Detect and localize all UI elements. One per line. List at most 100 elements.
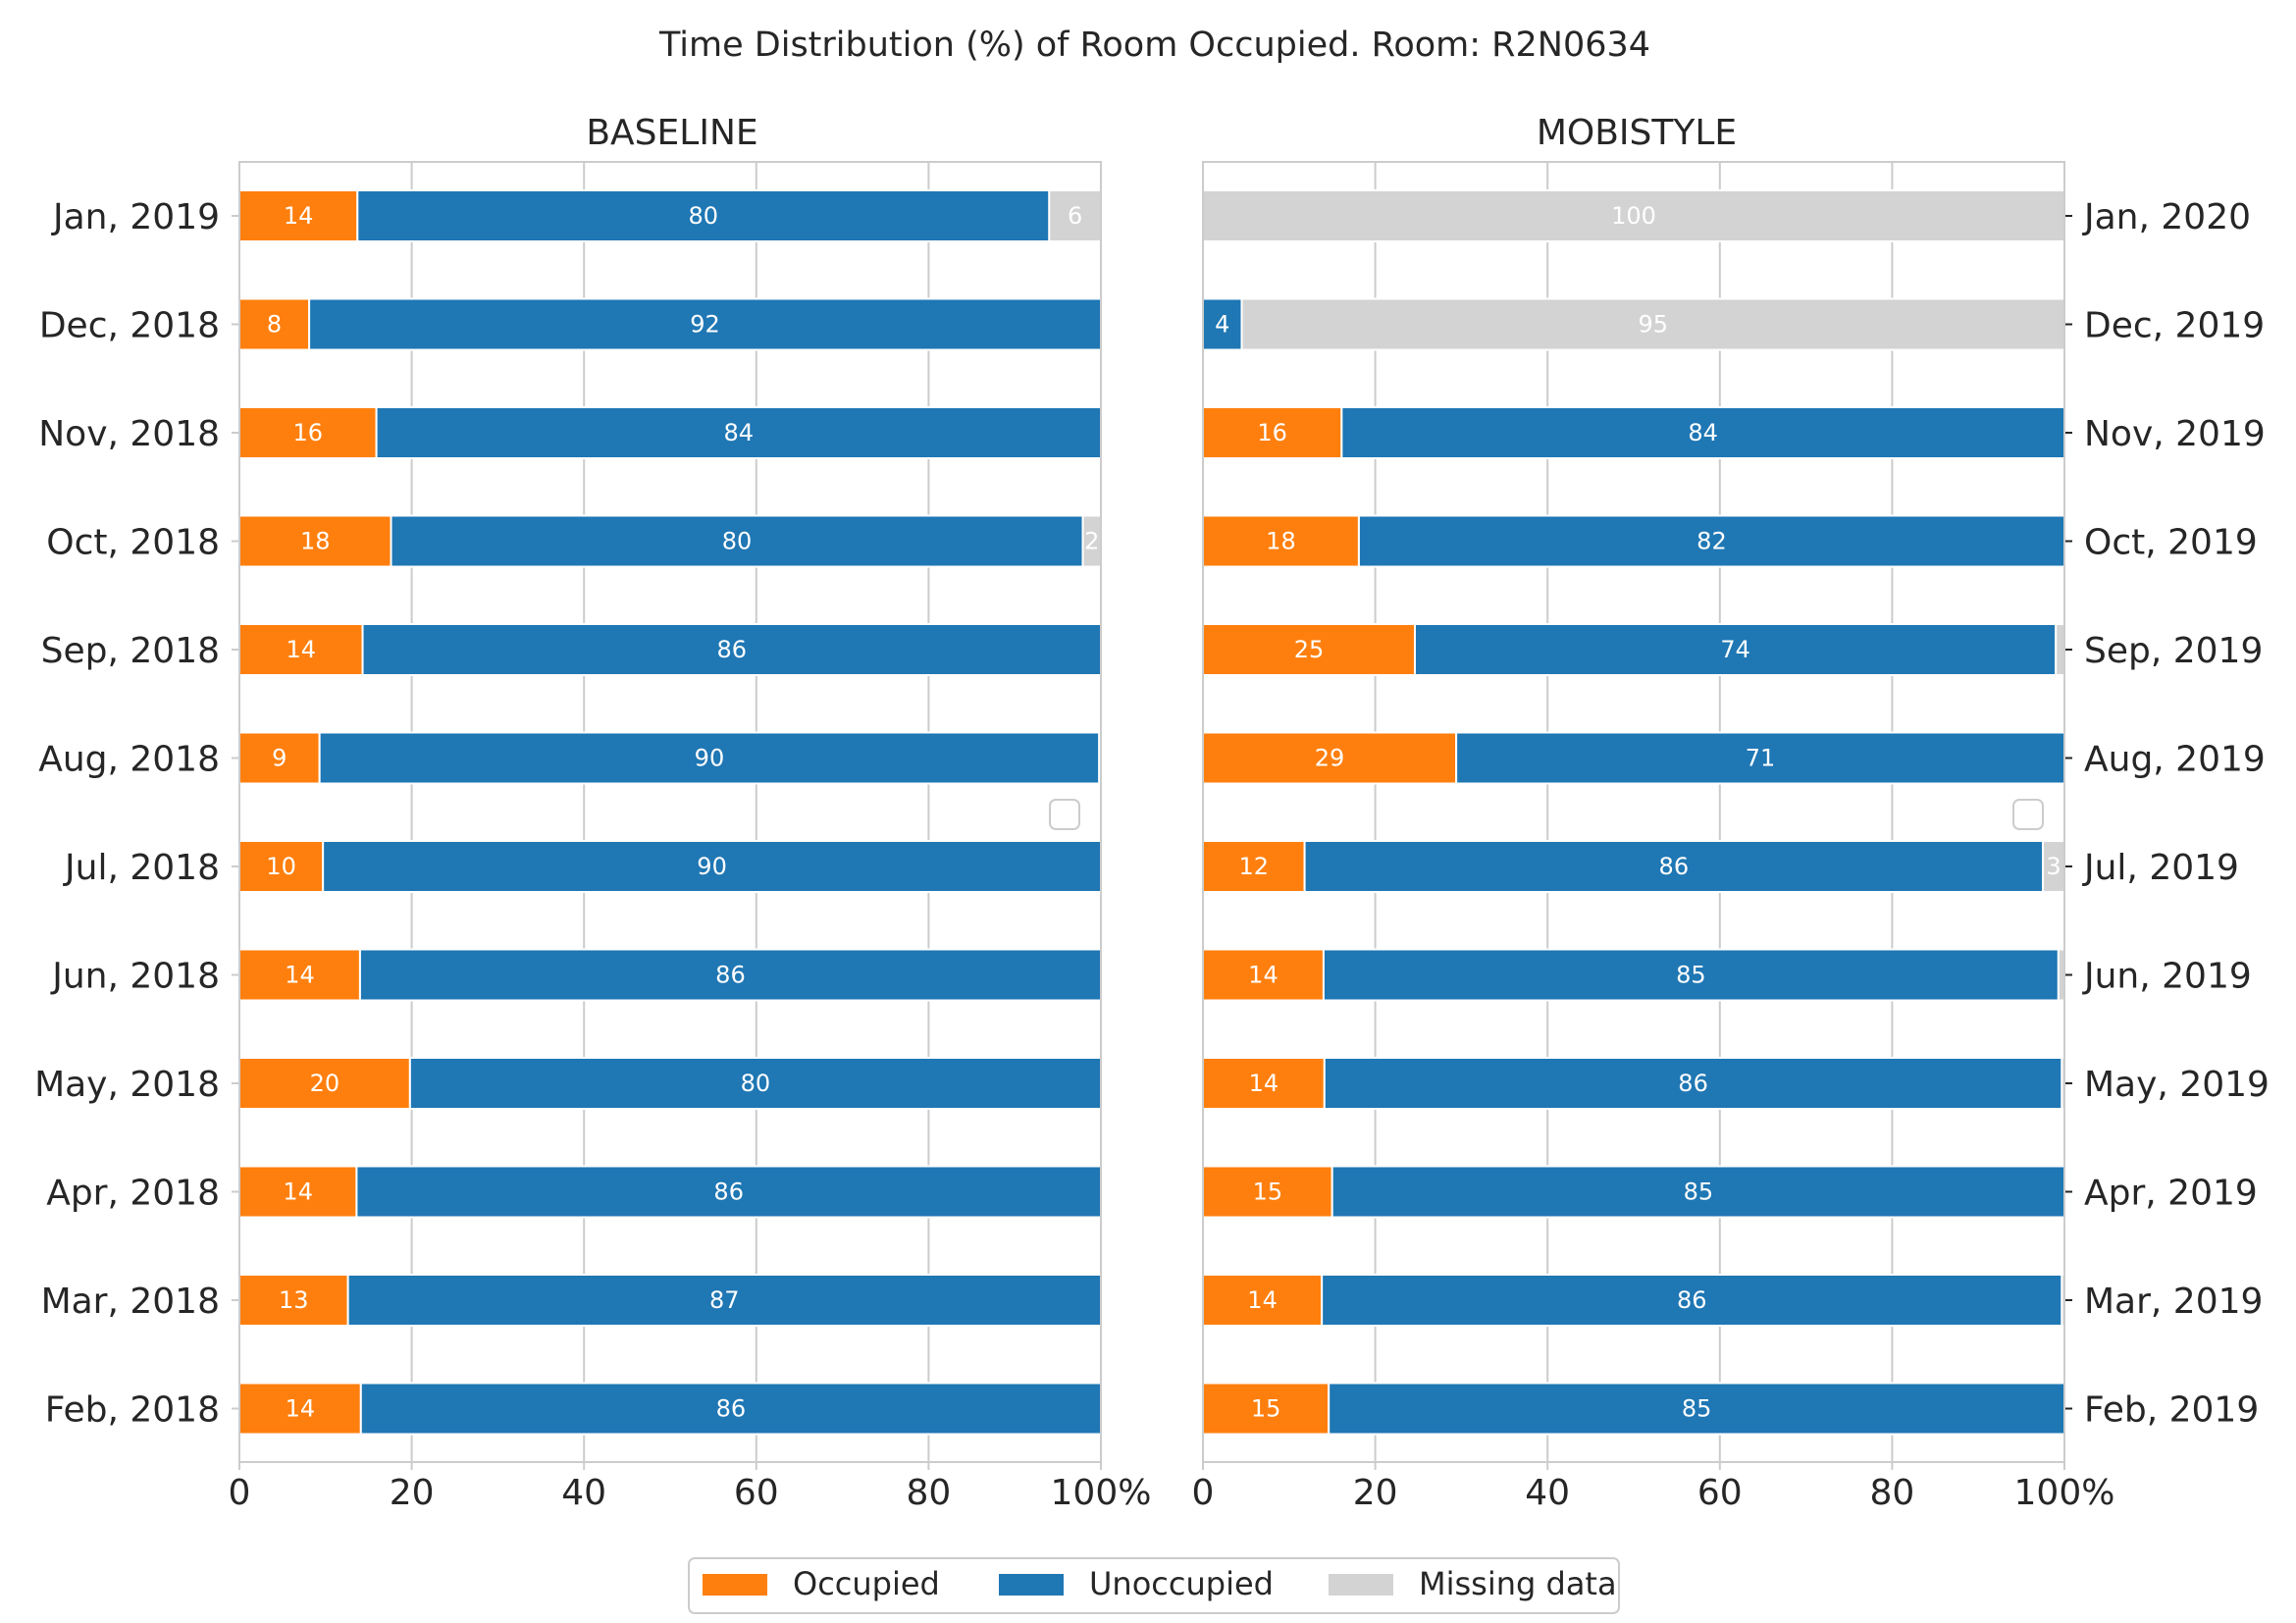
- data-label-occupied: 29: [1315, 745, 1345, 772]
- bar-unoccupied: [1328, 1382, 2065, 1436]
- data-label-unoccupied: 80: [689, 202, 719, 230]
- data-label-unoccupied: 90: [697, 853, 727, 880]
- x-tick-label: 100%: [1051, 1473, 1152, 1513]
- data-label-unoccupied: 80: [722, 528, 753, 555]
- x-tick-label: 20: [390, 1473, 435, 1513]
- x-tick-label: 40: [561, 1473, 606, 1513]
- data-label-occupied: 16: [293, 419, 324, 446]
- bar-unoccupied: [390, 514, 1084, 568]
- y-tick-label: Sep, 2018: [41, 631, 220, 671]
- bar-missing-data: [1240, 297, 2065, 351]
- y-tick-label: Aug, 2018: [38, 740, 220, 780]
- y-tick-label: Mar, 2018: [41, 1282, 220, 1322]
- bar-unoccupied: [1321, 1274, 2063, 1327]
- data-label-unoccupied: 84: [1688, 419, 1718, 446]
- data-label-occupied: 25: [1294, 636, 1325, 663]
- data-label-occupied: 13: [279, 1286, 309, 1314]
- legend-label-missing-data: Missing data: [1419, 1565, 1617, 1602]
- data-label-occupied: 14: [283, 1178, 313, 1206]
- bar-occupied: [238, 1165, 358, 1219]
- y-tick-label: Jan, 2020: [2082, 197, 2251, 237]
- data-label-unoccupied: 4: [1215, 311, 1229, 339]
- bar-unoccupied: [355, 1165, 1102, 1219]
- y-tick-label: Jan, 2019: [51, 197, 220, 237]
- bar-occupied: [238, 1274, 349, 1327]
- bar-unoccupied: [1323, 1057, 2063, 1110]
- x-tick-label: 80: [1869, 1473, 1914, 1513]
- mobistyle-panel: MOBISTYLE 0 20 40 60 80 100% 100 Jan, 2020 4 95 De…: [1192, 113, 2270, 1513]
- data-label-occupied: 12: [1239, 853, 1270, 880]
- data-label-unoccupied: 86: [1659, 853, 1690, 880]
- x-tick-label: 0: [1192, 1473, 1215, 1513]
- bar-unoccupied: [308, 297, 1103, 351]
- data-label-unoccupied: 87: [709, 1286, 740, 1314]
- data-label-unoccupied: 86: [716, 1395, 747, 1423]
- bar-unoccupied: [1340, 406, 2066, 459]
- x-tick-label: 0: [229, 1473, 251, 1513]
- data-label-unoccupied: 86: [1678, 1070, 1708, 1097]
- mobistyle-plot-frame: [1202, 161, 2065, 1463]
- bar-unoccupied: [358, 948, 1103, 1002]
- baseline-plot-frame: [238, 161, 1102, 1463]
- bar-occupied: [238, 840, 325, 893]
- bar-unoccupied: [361, 623, 1102, 676]
- y-tick-label: Oct, 2018: [46, 523, 220, 563]
- data-label-unoccupied: 86: [1677, 1286, 1707, 1314]
- y-tick-label: Jun, 2019: [2082, 957, 2252, 997]
- data-label-occupied: 14: [1247, 1286, 1278, 1314]
- bar-unoccupied: [346, 1274, 1102, 1327]
- data-label-occupied: 14: [1248, 962, 1278, 989]
- data-label-unoccupied: 92: [690, 311, 720, 339]
- data-label-occupied: 15: [1251, 1395, 1281, 1423]
- x-tick-label: 60: [1697, 1473, 1743, 1513]
- bar-occupied: [238, 1057, 411, 1110]
- y-tick-label: Mar, 2019: [2084, 1282, 2263, 1322]
- bar-occupied: [238, 623, 364, 676]
- data-label-missing-data: 6: [1068, 202, 1082, 230]
- data-label-unoccupied: 85: [1684, 1178, 1714, 1206]
- data-label-occupied: 10: [266, 853, 296, 880]
- data-label-occupied: 9: [272, 745, 287, 772]
- data-label-unoccupied: 82: [1696, 528, 1727, 555]
- legend-swatch-unoccupied: [999, 1574, 1064, 1596]
- y-tick-label: Apr, 2019: [2084, 1174, 2258, 1214]
- bar-unoccupied: [322, 840, 1102, 893]
- data-label-missing-data: 3: [2046, 853, 2061, 880]
- y-tick-label: Jun, 2018: [50, 957, 220, 997]
- data-label-unoccupied: 90: [695, 745, 725, 772]
- bar-unoccupied: [1413, 623, 2058, 676]
- data-label-occupied: 20: [310, 1070, 340, 1097]
- legend-frame: [688, 1557, 1620, 1614]
- y-tick-label: Feb, 2018: [45, 1390, 220, 1431]
- data-label-unoccupied: 86: [717, 636, 748, 663]
- bar-occupied: [1202, 406, 1343, 459]
- data-label-occupied: 16: [1257, 419, 1287, 446]
- bar-occupied: [1202, 1382, 1331, 1436]
- data-label-unoccupied: 85: [1676, 962, 1706, 989]
- data-label-occupied: 14: [285, 962, 315, 989]
- data-label-occupied: 14: [286, 1395, 316, 1423]
- empty-legend-box: [2012, 799, 2044, 830]
- x-tick-label: 100%: [2014, 1473, 2115, 1513]
- legend-label-unoccupied: Unoccupied: [1089, 1565, 1274, 1602]
- data-label-occupied: 18: [1266, 528, 1296, 555]
- bar-occupied: [238, 1382, 362, 1436]
- data-label-occupied: 14: [284, 202, 314, 230]
- bar-unoccupied: [1322, 948, 2060, 1002]
- x-tick-label: 60: [734, 1473, 779, 1513]
- data-label-unoccupied: 80: [741, 1070, 771, 1097]
- chart-title: Time Distribution (%) of Room Occupied. …: [658, 26, 1650, 65]
- y-tick-label: Jul, 2018: [63, 848, 220, 888]
- y-tick-label: Dec, 2018: [39, 306, 220, 346]
- data-label-unoccupied: 86: [715, 962, 746, 989]
- data-label-unoccupied: 84: [724, 419, 755, 446]
- mobistyle-panel-title: MOBISTYLE: [1537, 113, 1737, 153]
- y-tick-label: Apr, 2018: [46, 1174, 220, 1214]
- data-label-missing-data: 100: [1611, 202, 1656, 230]
- y-tick-label: Nov, 2019: [2084, 414, 2266, 454]
- bar-unoccupied: [359, 1382, 1103, 1436]
- y-tick-label: Feb, 2019: [2084, 1390, 2259, 1431]
- y-tick-label: Aug, 2019: [2084, 740, 2266, 780]
- bar-occupied: [238, 297, 311, 351]
